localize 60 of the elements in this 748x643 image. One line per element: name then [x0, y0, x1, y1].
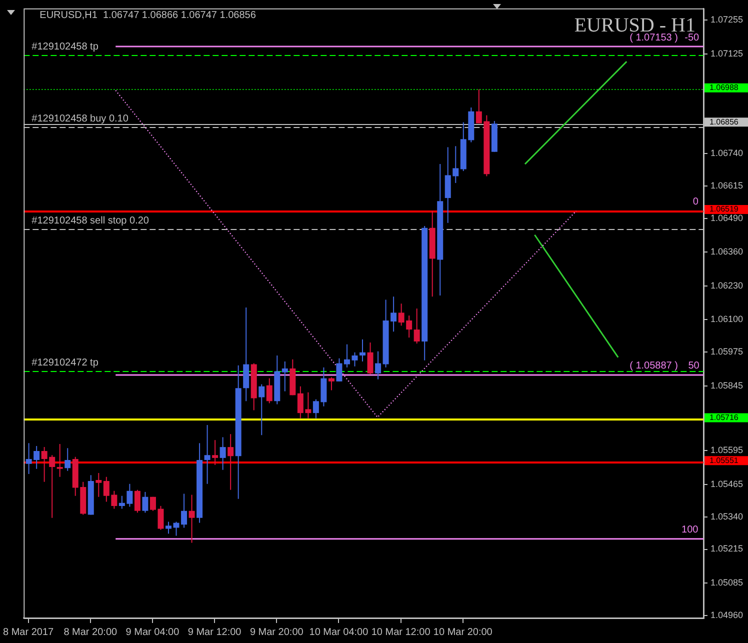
candlestick	[96, 472, 102, 498]
chart-subtitle: EURUSD,H1 1.06747 1.06866 1.06747 1.06856	[40, 10, 256, 22]
y-tick-label: 1.05215	[710, 544, 744, 554]
text: 1.05716	[709, 413, 739, 422]
candlestick	[220, 436, 226, 470]
x-tick-label: 9 Mar 20:00	[250, 626, 304, 638]
y-tick-label: 1.05340	[710, 511, 744, 522]
ref-line-label: #129102458 buy 0.10	[32, 113, 129, 124]
candlestick	[367, 342, 374, 375]
candlestick	[212, 440, 218, 466]
annotation: -50	[684, 32, 700, 44]
annotation: ( 1.05887 )	[630, 360, 678, 372]
candlestick	[282, 360, 288, 392]
y-tick-label: 1.07125	[710, 48, 744, 58]
candlestick	[414, 308, 420, 344]
text: 1.06519	[709, 204, 739, 214]
annotation: 0	[692, 196, 699, 208]
y-tick-label: 1.05085	[710, 577, 744, 588]
x-tick-label: 10 Mar 04:00	[309, 626, 369, 638]
candlestick	[243, 306, 250, 402]
candlestick	[328, 376, 334, 391]
y-tick-label: 1.06740	[710, 148, 744, 158]
text: 1.05551	[709, 456, 739, 465]
y-tick-label: 1.06100	[710, 314, 744, 324]
candlestick	[204, 424, 210, 484]
candlestick	[134, 489, 140, 514]
y-tick-label: 1.05595	[710, 445, 744, 456]
y-tick-label: 1.06360	[710, 246, 744, 257]
candlestick	[258, 384, 265, 436]
y-tick-label: 1.06490	[710, 213, 744, 223]
x-tick-label: 10 Mar 20:00	[433, 626, 493, 638]
y-tick-label: 1.04960	[710, 610, 744, 620]
annotation: 100	[682, 524, 699, 536]
annotation: 50	[688, 360, 700, 372]
x-tick-label: 8 Mar 2017	[3, 626, 54, 638]
x-tick-label: 9 Mar 12:00	[188, 626, 242, 638]
candlestick	[360, 338, 366, 362]
ref-line-label: #129102458 tp	[32, 41, 99, 52]
y-tick-label: 1.07255	[710, 14, 744, 25]
y-tick-label: 1.05465	[710, 478, 744, 489]
candlestick	[266, 378, 272, 404]
candlestick	[228, 434, 234, 490]
y-tick-label: 1.06230	[710, 280, 744, 290]
candlestick	[165, 521, 172, 534]
ref-line-label: #129102472 tp	[32, 357, 99, 368]
candlestick	[56, 443, 63, 478]
candlestick	[375, 350, 382, 380]
text: 1.06988	[709, 83, 739, 92]
x-tick-label: 10 Mar 12:00	[371, 626, 431, 638]
text: 1.06856	[709, 117, 739, 126]
x-tick-label: 8 Mar 20:00	[64, 626, 118, 638]
candlestick	[336, 358, 342, 382]
x-tick-label: 9 Mar 04:00	[126, 626, 180, 638]
candlestick	[188, 494, 195, 544]
y-tick-label: 1.05845	[710, 380, 744, 390]
y-tick-label: 1.05975	[710, 346, 744, 357]
ref-line-label: #129102458 sell stop 0.20	[32, 215, 150, 226]
y-tick-label: 1.06615	[710, 180, 744, 191]
candlestick	[142, 491, 148, 514]
candlestick	[64, 448, 71, 472]
